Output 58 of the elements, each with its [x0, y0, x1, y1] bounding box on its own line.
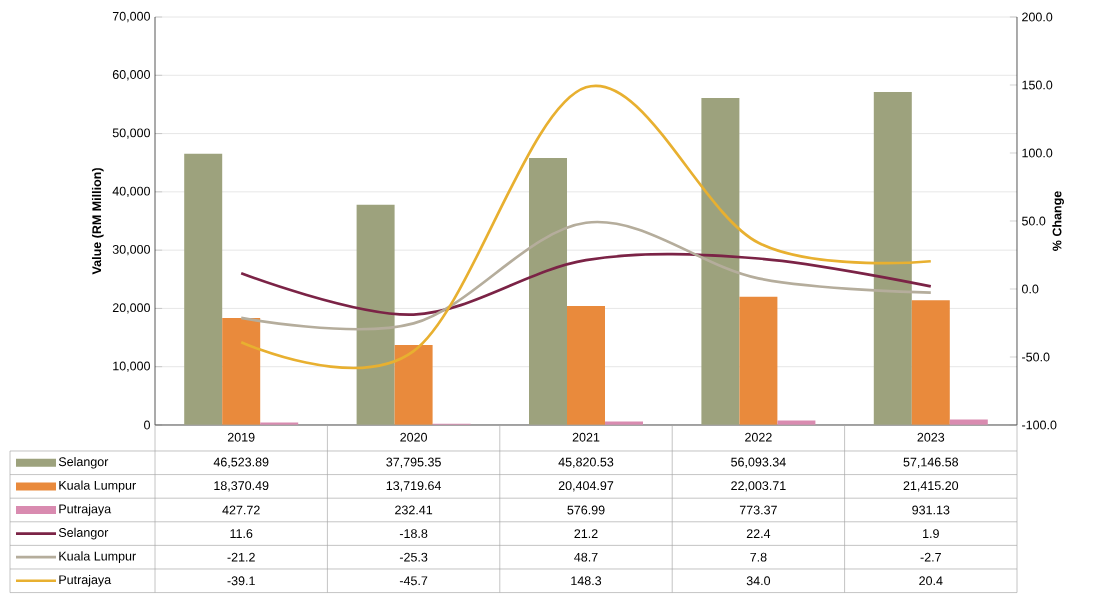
y2-tick-label: 0.0	[1022, 284, 1039, 294]
data-label: -45.7	[399, 576, 428, 586]
data-label: 22,003.71	[731, 481, 786, 492]
data-label: 48.7	[574, 552, 598, 562]
data-label: 46,523.89	[213, 457, 269, 468]
data-label: 34.0	[746, 576, 771, 586]
x-tick-label: 2019	[227, 432, 255, 442]
legend-label: Putrajaya	[59, 504, 112, 516]
y-tick-label: 20,000	[112, 303, 150, 314]
y-tick-label: 30,000	[112, 244, 150, 256]
data-label: 148.3	[571, 576, 602, 586]
data-label: 57,146.58	[903, 457, 959, 468]
data-label: -21.2	[227, 552, 255, 562]
data-label: -18.8	[399, 529, 428, 539]
data-label: 21.2	[574, 529, 598, 538]
data-label: 1.9	[923, 529, 939, 539]
y-tick-label: 10,000	[113, 361, 150, 372]
data-label: 18,370.49	[214, 481, 269, 492]
y-tick-label: 0	[144, 420, 151, 430]
data-label: 45,820.53	[558, 457, 614, 468]
data-label: 11.6	[230, 529, 253, 539]
data-label: 20.4	[919, 576, 943, 586]
data-label: 37,795.35	[386, 457, 441, 468]
y2-tick-label: -100.0	[1022, 420, 1057, 430]
data-label: -39.1	[227, 576, 255, 586]
y2-axis-title: % Change	[1052, 191, 1064, 251]
data-label: 427.72	[222, 505, 260, 515]
data-label: 232.41	[395, 505, 433, 515]
y-tick-label: 50,000	[112, 128, 150, 139]
x-tick-label: 2020	[400, 432, 427, 442]
y2-tick-label: 50.0	[1022, 216, 1046, 226]
data-label: 576.99	[567, 505, 605, 515]
legend-label: Kuala Lumpur	[59, 551, 136, 563]
x-tick-label: 2023	[917, 432, 945, 442]
data-label: 20,404.97	[558, 481, 614, 492]
x-tick-label: 2021	[572, 432, 600, 442]
data-label: 773.37	[739, 505, 777, 515]
y-axis-title: Value (RM Million)	[91, 168, 104, 275]
y-tick-label: 70,000	[112, 11, 150, 23]
x-tick-label: 2022	[745, 432, 772, 442]
data-label: -25.3	[399, 552, 428, 562]
y2-tick-label: -50.0	[1022, 352, 1050, 362]
y2-tick-label: 150.0	[1022, 80, 1053, 90]
y2-tick-label: 100.0	[1022, 148, 1053, 158]
legend-label: Putrajaya	[59, 574, 112, 587]
y-tick-label: 60,000	[112, 70, 150, 81]
data-label: 21,415.20	[903, 481, 959, 492]
data-label: 22.4	[746, 529, 771, 538]
y2-tick-label: 200.0	[1022, 12, 1053, 22]
data-label: 56,093.34	[731, 457, 786, 468]
legend-label: Kuala Lumpur	[59, 480, 136, 493]
data-label: 7.8	[750, 552, 767, 562]
legend-label: Selangor	[58, 456, 109, 469]
y-tick-label: 40,000	[112, 186, 150, 198]
data-label: 931.13	[912, 505, 950, 515]
data-label: 13,719.64	[386, 481, 442, 492]
legend-label: Selangor	[58, 527, 109, 540]
data-label: -2.7	[920, 552, 941, 562]
